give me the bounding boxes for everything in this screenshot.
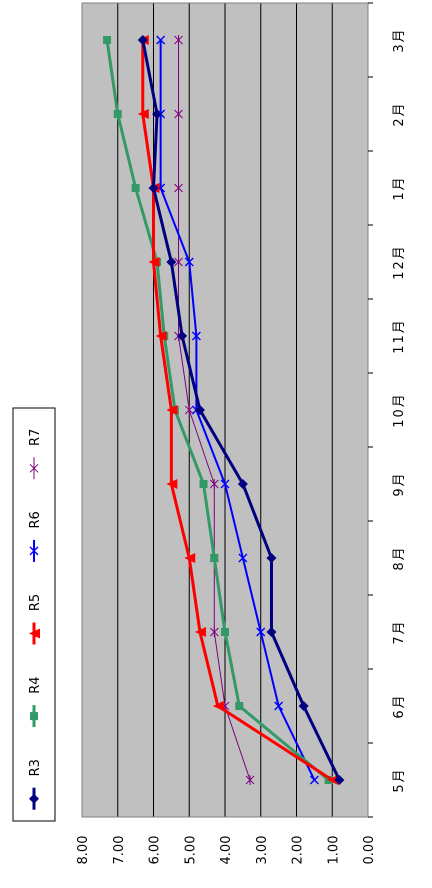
legend-item: R3	[28, 759, 43, 810]
value-tick-label: 1.00	[326, 836, 341, 865]
data-point	[194, 405, 205, 415]
data-point	[256, 627, 266, 637]
plot-border	[81, 2, 369, 818]
category-label: 3月	[392, 27, 407, 52]
value-tick-label: 4.00	[219, 836, 234, 865]
category-label: 9月	[392, 471, 407, 496]
data-point	[137, 109, 149, 119]
category-label: 5月	[392, 767, 407, 792]
data-point	[327, 775, 339, 785]
data-point	[177, 331, 188, 341]
legend-symbol-marker	[29, 793, 39, 804]
legend-symbol-marker	[29, 463, 39, 474]
marker-stroke	[220, 479, 230, 489]
data-point	[174, 257, 183, 267]
data-point	[334, 775, 345, 785]
series-r3	[137, 35, 345, 785]
value-tick-label: 5.00	[183, 836, 198, 865]
value-tick-label: 2.00	[291, 836, 306, 865]
marker-stroke	[238, 553, 248, 563]
legend-label: R6	[28, 511, 43, 528]
data-point	[113, 110, 122, 118]
marker-stroke	[191, 331, 201, 341]
legend-item: R7	[28, 429, 43, 480]
data-point	[199, 480, 208, 488]
data-point	[131, 184, 140, 192]
data-point	[155, 331, 167, 341]
data-point	[209, 479, 219, 489]
data-point	[174, 109, 183, 119]
data-point	[174, 183, 183, 193]
legend-label: R4	[28, 676, 43, 693]
legend-item: R5	[28, 594, 43, 645]
legend-symbol-marker	[29, 546, 39, 556]
data-point	[148, 257, 160, 267]
data-point	[166, 405, 178, 415]
data-point	[166, 479, 178, 489]
data-point	[221, 628, 229, 636]
legend-label: R7	[28, 429, 43, 446]
marker-stroke	[309, 775, 319, 785]
category-label: 8月	[392, 545, 407, 570]
data-point	[245, 775, 255, 785]
data-point	[266, 553, 277, 563]
data-point	[210, 554, 219, 562]
category-label: 6月	[392, 693, 407, 718]
value-tick-label: 7.00	[112, 836, 127, 865]
marker-stroke	[184, 257, 194, 267]
value-tick-label: 0.00	[362, 836, 377, 865]
data-point	[238, 553, 248, 563]
data-point	[235, 702, 244, 710]
data-point	[166, 257, 177, 267]
value-tick-label: 6.00	[148, 836, 163, 865]
data-point	[184, 405, 194, 415]
data-point	[194, 627, 206, 637]
legend-symbol-marker	[30, 712, 38, 721]
legend-symbol-marker	[29, 628, 40, 639]
marker-stroke	[256, 627, 266, 637]
series-r5	[137, 35, 339, 785]
data-point	[148, 183, 159, 193]
data-point	[156, 35, 166, 45]
value-tick-label: 8.00	[76, 836, 91, 865]
marker-stroke	[274, 701, 284, 711]
data-point	[137, 35, 148, 45]
data-point	[184, 553, 196, 563]
marker-stroke	[29, 546, 39, 556]
data-point	[174, 35, 183, 45]
legend-label: R5	[28, 594, 43, 611]
category-label: 12月	[392, 244, 407, 280]
data-point	[237, 479, 248, 489]
data-point	[220, 479, 230, 489]
data-point	[184, 257, 194, 267]
marker-stroke	[156, 35, 166, 45]
category-label: 10月	[392, 392, 407, 428]
category-label: 7月	[392, 619, 407, 644]
data-point	[103, 36, 112, 44]
data-point	[209, 627, 219, 637]
legend: R3 R4 R5 R6 R7	[12, 407, 56, 822]
data-point	[191, 331, 201, 341]
data-point	[298, 701, 309, 711]
value-tick-label: 3.00	[255, 836, 270, 865]
category-label: 1月	[392, 175, 407, 200]
legend-item: R6	[28, 511, 43, 562]
data-point	[212, 701, 224, 711]
data-point	[274, 701, 284, 711]
data-point	[309, 775, 319, 785]
legend-label: R3	[28, 759, 43, 776]
data-point	[152, 109, 163, 119]
series-r7	[174, 35, 255, 785]
category-label: 11月	[392, 318, 407, 354]
legend-item: R4	[28, 676, 43, 728]
data-point	[266, 627, 277, 637]
category-label: 2月	[392, 101, 407, 126]
